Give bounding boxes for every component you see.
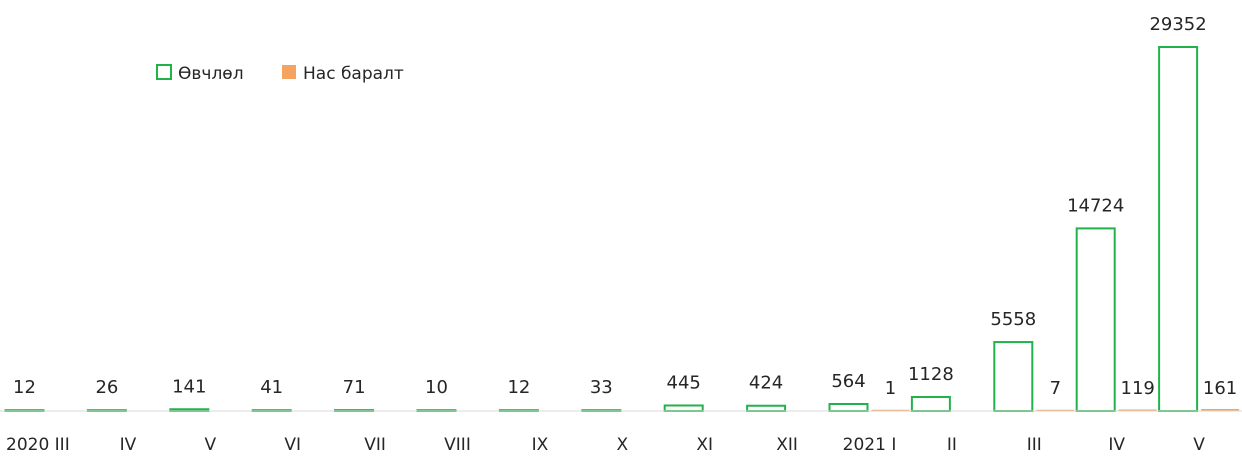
- legend-label-incidence: Өвчлөл: [178, 64, 244, 84]
- x-tick-label: XII: [776, 435, 798, 455]
- deaths-value-label: 119: [1121, 378, 1155, 399]
- deaths-bar: [1201, 409, 1240, 411]
- incidence-value-label: 33: [590, 377, 613, 398]
- x-tick-label: IV: [1108, 435, 1125, 455]
- chart-legend: Өвчлөл Нас баралт: [156, 64, 404, 84]
- x-tick-label: XI: [696, 435, 713, 455]
- deaths-value-label: 161: [1203, 378, 1237, 399]
- incidence-value-label: 12: [13, 377, 36, 398]
- x-tick-label: VIII: [444, 435, 471, 455]
- incidence-bar: [1075, 227, 1116, 412]
- deaths-bar: [1036, 409, 1075, 411]
- x-tick-label: II: [947, 435, 957, 455]
- incidence-value-label: 141: [172, 376, 206, 397]
- incidence-value-label: 1128: [908, 364, 954, 385]
- x-tick-label: 2020 III: [6, 435, 70, 455]
- deaths-bar: [1118, 409, 1157, 411]
- value-labels-layer: 12 26 141 41 71 10 12 33 445 424 564 1 1128 5558 7 1472…: [13, 14, 1237, 399]
- x-tick-label: IX: [532, 435, 549, 455]
- incidence-value-label: 445: [667, 372, 701, 393]
- legend-swatch-deaths: [282, 65, 296, 79]
- x-tick-label: VII: [364, 435, 386, 455]
- incidence-value-label: 14724: [1067, 195, 1124, 216]
- incidence-bar: [746, 404, 787, 412]
- x-tick-label: III: [1027, 435, 1042, 455]
- incidence-bar: [663, 404, 704, 413]
- deaths-bar: [871, 409, 910, 411]
- deaths-value-label: 7: [1050, 378, 1061, 399]
- deaths-value-label: 1: [885, 378, 896, 399]
- x-tick-label: IV: [120, 435, 137, 455]
- x-tick-label: X: [616, 435, 628, 455]
- x-tick-label: V: [204, 435, 216, 455]
- incidence-value-label: 564: [831, 371, 865, 392]
- incidence-value-label: 10: [425, 377, 448, 398]
- incidence-bar: [828, 403, 869, 413]
- legend-label-deaths: Нас баралт: [303, 64, 404, 84]
- x-tick-label: 2021 I: [843, 435, 897, 455]
- incidence-value-label: 29352: [1149, 14, 1206, 35]
- x-tick-label: V: [1193, 435, 1205, 455]
- bars-layer: [4, 46, 1240, 413]
- x-tick-label: VI: [284, 435, 301, 455]
- x-axis-tick-labels: 2020 III IV V VI VII VIII IX X XI XII 2021 I II III I…: [6, 435, 1205, 455]
- incidence-value-label: 26: [95, 377, 118, 398]
- legend-swatch-incidence: [156, 64, 172, 80]
- incidence-bar: [1158, 46, 1199, 412]
- incidence-value-label: 71: [343, 377, 366, 398]
- incidence-value-label: 5558: [990, 309, 1036, 330]
- incidence-value-label: 424: [749, 373, 783, 394]
- incidence-bar: [993, 341, 1034, 412]
- incidence-bar: [910, 396, 951, 412]
- incidence-value-label: 12: [507, 377, 530, 398]
- incidence-value-label: 41: [260, 377, 283, 398]
